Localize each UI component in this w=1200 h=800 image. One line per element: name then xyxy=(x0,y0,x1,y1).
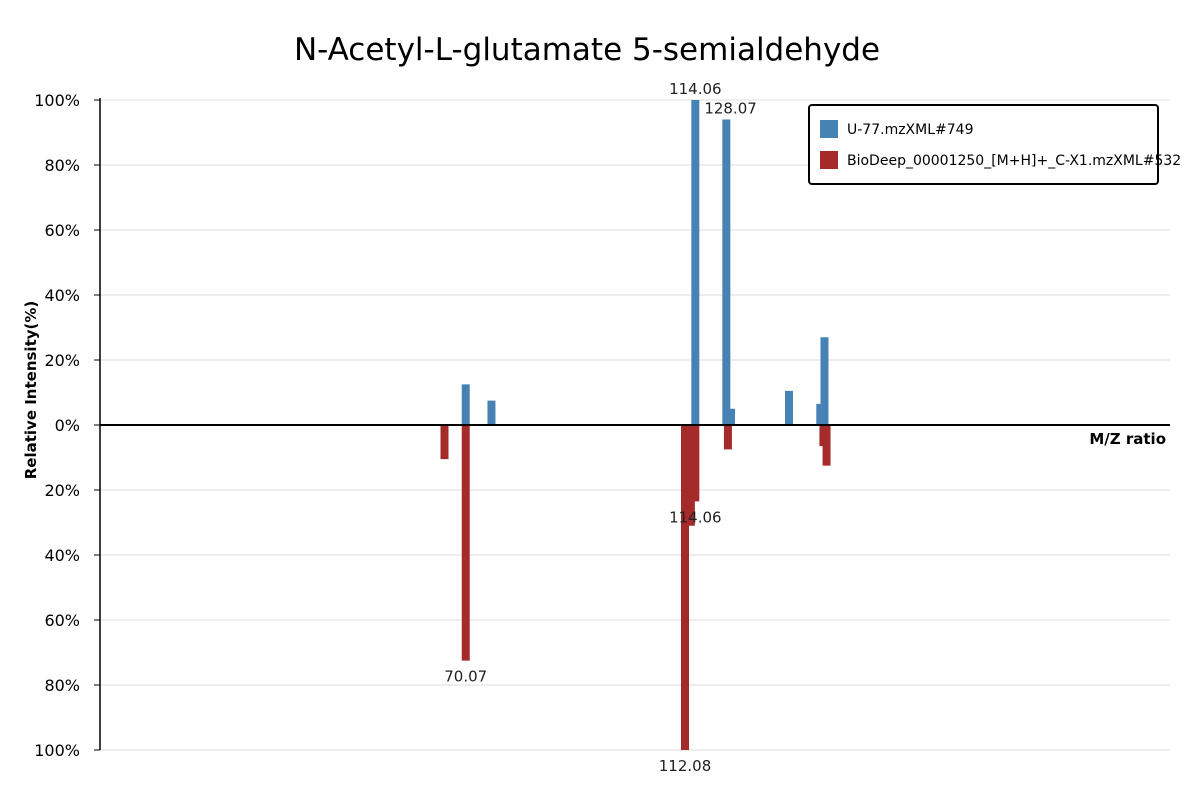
legend: U-77.mzXML#749 BioDeep_00001250_[M+H]+_C… xyxy=(808,104,1181,185)
reference-peak-bar xyxy=(461,425,470,661)
chart-title: N-Acetyl-L-glutamate 5-semialdehyde xyxy=(294,32,880,68)
reference-peak-bar xyxy=(686,425,695,526)
sample-peak-bar xyxy=(727,408,736,425)
peak-labels: 114.06 128.07 70.07 112.08 114.06 xyxy=(444,80,757,775)
y-tick-label: 40% xyxy=(44,546,80,565)
y-axis-ticks: 100% 80% 60% 40% 20% 0% 20% 40% 60% 80% 100% xyxy=(34,91,100,760)
legend-swatch-reference xyxy=(820,151,838,169)
reference-peak-bar xyxy=(723,425,732,450)
legend-swatch-sample xyxy=(820,120,838,138)
sample-peak-bar xyxy=(820,337,829,425)
sample-peak-label: 128.07 xyxy=(704,100,757,118)
reference-peak-bar xyxy=(691,425,700,502)
grid-lines xyxy=(100,99,1170,751)
sample-peak-bar xyxy=(487,400,496,425)
reference-peak-bar xyxy=(440,425,449,460)
y-tick-label: 80% xyxy=(44,156,80,175)
y-tick-label: 0% xyxy=(55,416,80,435)
reference-peak-bar xyxy=(681,425,690,750)
y-tick-label: 100% xyxy=(34,91,80,110)
legend-box xyxy=(808,104,1159,185)
sample-peak-bar xyxy=(816,403,825,425)
sample-peak-label: 114.06 xyxy=(669,80,722,98)
sample-peak-bar xyxy=(722,119,731,425)
y-tick-label: 100% xyxy=(34,741,80,760)
sample-peak-bar xyxy=(691,100,700,425)
reference-peak-label: 114.06 xyxy=(669,508,722,526)
y-tick-label: 80% xyxy=(44,676,80,695)
y-tick-label: 20% xyxy=(44,481,80,500)
legend-label-reference: BioDeep_00001250_[M+H]+_C-X1.mzXML#532 xyxy=(847,153,1181,169)
x-axis-label: M/Z ratio xyxy=(1089,430,1166,448)
legend-label-sample: U-77.mzXML#749 xyxy=(847,122,973,138)
y-axis-label: Relative Intensity(%) xyxy=(22,301,40,480)
sample-peak-bar xyxy=(461,384,470,425)
reference-peak-label: 112.08 xyxy=(659,757,712,775)
peak-bars xyxy=(440,100,831,750)
y-tick-label: 60% xyxy=(44,221,80,240)
reference-peak-bar xyxy=(822,425,831,466)
y-tick-label: 40% xyxy=(44,286,80,305)
reference-peak-label: 70.07 xyxy=(444,668,487,686)
sample-peak-bar xyxy=(784,390,793,425)
y-tick-label: 20% xyxy=(44,351,80,370)
y-tick-label: 60% xyxy=(44,611,80,630)
